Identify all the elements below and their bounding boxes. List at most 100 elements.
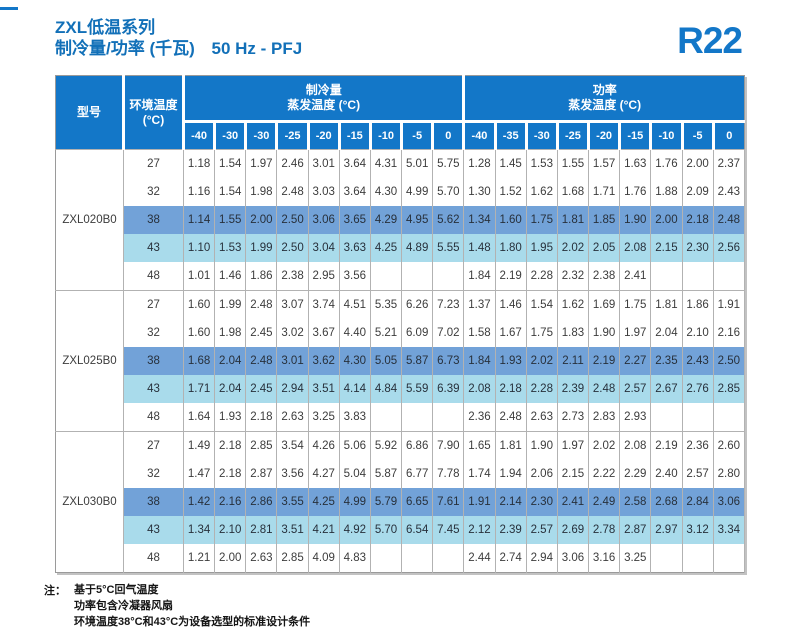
power-value-cell: 2.06 xyxy=(526,460,558,488)
model-cell: ZXL020B0 xyxy=(55,149,124,291)
power-evap-temp-header: -35 xyxy=(495,121,528,150)
cooling-value-cell: 3.64 xyxy=(339,149,371,178)
cooling-value-cell: 6.26 xyxy=(401,290,434,319)
power-value-cell: 2.16 xyxy=(713,319,746,347)
power-value-cell: 1.81 xyxy=(495,431,527,460)
power-value-cell: 2.50 xyxy=(713,347,746,375)
power-value-cell: 2.39 xyxy=(557,375,590,403)
cooling-evap-temp-header: -30 xyxy=(245,121,279,150)
cooling-value-cell: 2.46 xyxy=(276,149,309,178)
power-value-cell: 2.97 xyxy=(650,516,683,544)
power-value-cell: 1.85 xyxy=(588,206,621,234)
power-value-cell: 2.15 xyxy=(557,460,590,488)
cooling-value-cell: 7.45 xyxy=(432,516,465,544)
power-value-cell xyxy=(682,544,714,573)
power-value-cell: 2.19 xyxy=(650,431,683,460)
cooling-value-cell: 2.95 xyxy=(308,262,340,291)
cooling-value-cell: 5.01 xyxy=(401,149,434,178)
power-value-cell: 2.27 xyxy=(619,347,652,375)
cooling-value-cell: 3.07 xyxy=(276,290,309,319)
model-cell: ZXL030B0 xyxy=(55,431,124,573)
cooling-value-cell: 2.50 xyxy=(276,206,309,234)
cooling-value-cell: 3.01 xyxy=(308,149,340,178)
cooling-header-subtitle: 蒸发温度 (°C) xyxy=(287,98,361,112)
power-value-cell: 2.14 xyxy=(495,488,527,516)
cooling-value-cell: 3.64 xyxy=(339,178,371,206)
power-value-cell: 1.45 xyxy=(495,149,527,178)
power-value-cell: 1.76 xyxy=(650,149,683,178)
power-value-cell: 2.28 xyxy=(526,375,558,403)
power-value-cell: 2.48 xyxy=(495,403,527,432)
cooling-value-cell: 1.16 xyxy=(183,178,216,206)
power-value-cell: 2.32 xyxy=(557,262,590,291)
table-row: 48 1.21 2.00 2.63 2.85 4.09 4.83 2.44 2.74 2.94 3.… xyxy=(56,544,746,573)
power-value-cell: 2.93 xyxy=(619,403,652,432)
power-value-cell: 2.28 xyxy=(526,262,558,291)
power-value-cell: 1.97 xyxy=(557,431,590,460)
cooling-value-cell: 1.54 xyxy=(214,149,247,178)
refrigerant-badge: R22 xyxy=(677,20,743,61)
power-value-cell: 1.75 xyxy=(619,290,652,319)
table-row: 32 1.47 2.18 2.87 3.56 4.27 5.04 5.87 6.77 7.78 1.… xyxy=(56,460,746,488)
cooling-value-cell: 1.99 xyxy=(214,290,247,319)
cooling-value-cell: 4.30 xyxy=(339,347,371,375)
power-value-cell: 3.25 xyxy=(619,544,652,573)
cooling-value-cell: 2.86 xyxy=(245,488,278,516)
cooling-value-cell: 6.54 xyxy=(401,516,434,544)
cooling-value-cell: 1.97 xyxy=(245,149,278,178)
power-value-cell: 2.87 xyxy=(619,516,652,544)
power-value-cell: 2.56 xyxy=(713,234,746,262)
cooling-value-cell: 1.98 xyxy=(214,319,247,347)
cooling-value-cell: 3.01 xyxy=(276,347,309,375)
power-value-cell: 2.00 xyxy=(682,149,714,178)
power-value-cell: 3.06 xyxy=(557,544,590,573)
cooling-value-cell: 5.35 xyxy=(370,290,403,319)
power-value-cell: 2.22 xyxy=(588,460,621,488)
cooling-value-cell: 2.48 xyxy=(245,347,278,375)
cooling-value-cell: 1.99 xyxy=(245,234,278,262)
ambient-temp-cell: 27 xyxy=(123,149,184,178)
power-value-cell: 1.69 xyxy=(588,290,621,319)
cooling-value-cell: 1.10 xyxy=(183,234,216,262)
cooling-value-cell: 4.25 xyxy=(308,488,340,516)
cooling-value-cell: 7.78 xyxy=(432,460,465,488)
power-value-cell: 1.37 xyxy=(463,290,496,319)
cooling-value-cell: 3.83 xyxy=(339,403,371,432)
cooling-value-cell: 5.75 xyxy=(432,149,465,178)
cooling-value-cell: 2.10 xyxy=(214,516,247,544)
power-evap-temp-header: -40 xyxy=(463,121,497,150)
cooling-value-cell: 5.55 xyxy=(432,234,465,262)
cooling-value-cell: 2.18 xyxy=(214,460,247,488)
power-value-cell: 3.34 xyxy=(713,516,746,544)
cooling-value-cell: 3.54 xyxy=(276,431,309,460)
power-value-cell: 2.30 xyxy=(526,488,558,516)
power-value-cell: 2.36 xyxy=(463,403,496,432)
table-row: 32 1.16 1.54 1.98 2.48 3.03 3.64 4.30 4.99 5.70 1.… xyxy=(56,178,746,206)
power-value-cell: 2.08 xyxy=(463,375,496,403)
power-value-cell: 1.65 xyxy=(463,431,496,460)
cooling-value-cell: 7.23 xyxy=(432,290,465,319)
power-value-cell: 2.43 xyxy=(713,178,746,206)
cooling-value-cell: 1.42 xyxy=(183,488,216,516)
cooling-value-cell: 5.04 xyxy=(339,460,371,488)
power-value-cell: 2.57 xyxy=(619,375,652,403)
table-row: 38 1.14 1.55 2.00 2.50 3.06 3.65 4.29 4.95 5.62 1.… xyxy=(56,206,746,234)
power-value-cell: 1.62 xyxy=(526,178,558,206)
cooling-value-cell: 1.86 xyxy=(245,262,278,291)
power-value-cell xyxy=(682,403,714,432)
power-evap-temp-header: -10 xyxy=(650,121,684,150)
cooling-value-cell xyxy=(432,544,465,573)
ambient-header-line2: (°C) xyxy=(142,112,165,127)
ambient-temp-cell: 43 xyxy=(123,516,184,544)
cooling-header-title: 制冷量 xyxy=(305,83,342,97)
cooling-value-cell: 1.55 xyxy=(214,206,247,234)
power-value-cell: 1.91 xyxy=(463,488,496,516)
power-value-cell: 2.05 xyxy=(588,234,621,262)
power-value-cell: 1.88 xyxy=(650,178,683,206)
cooling-value-cell: 2.00 xyxy=(214,544,247,573)
table-row: ZXL025B0 27 1.60 1.99 2.48 3.07 3.74 4.51 5.35 6.… xyxy=(55,290,746,432)
ambient-temp-cell: 32 xyxy=(123,460,184,488)
power-value-cell: 1.75 xyxy=(526,206,558,234)
cooling-value-cell: 5.06 xyxy=(339,431,371,460)
power-value-cell xyxy=(682,262,714,291)
